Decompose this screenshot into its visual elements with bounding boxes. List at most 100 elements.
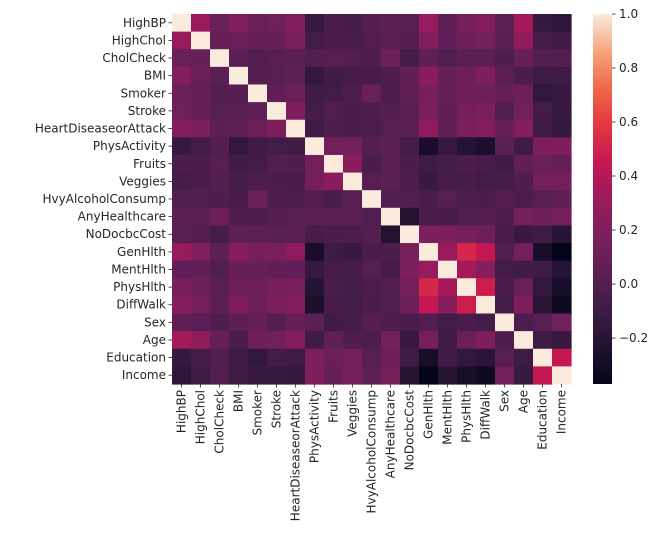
y-tick-label: HeartDiseaseorAttack	[35, 122, 166, 136]
heatmap-cell	[476, 31, 496, 50]
heatmap-cell	[248, 295, 268, 315]
heatmap-cell	[172, 366, 192, 385]
heatmap-cell	[286, 66, 306, 86]
heatmap-cell	[229, 49, 249, 68]
heatmap-cell	[343, 190, 363, 209]
heatmap-cell	[267, 278, 287, 297]
heatmap-cell	[324, 348, 344, 367]
x-tick-label: Fruits	[327, 390, 341, 423]
heatmap-cell	[476, 66, 496, 86]
heatmap-cell	[552, 84, 572, 103]
heatmap-cell	[476, 172, 496, 191]
heatmap-cell	[514, 243, 534, 262]
heatmap-cell	[514, 313, 534, 332]
heatmap-cell	[343, 260, 363, 279]
heatmap-cell	[286, 31, 306, 50]
heatmap-cell	[476, 331, 496, 350]
heatmap-cell	[495, 331, 515, 350]
heatmap-cell	[419, 14, 439, 33]
heatmap-cell	[267, 84, 287, 103]
heatmap-cell	[210, 295, 230, 315]
heatmap-cell	[457, 14, 477, 33]
heatmap-cell	[476, 190, 496, 209]
heatmap-cell	[476, 207, 496, 227]
x-tick-label: Smoker	[251, 390, 265, 436]
heatmap-cell	[191, 119, 211, 138]
heatmap-cell	[210, 119, 230, 138]
heatmap-cell	[248, 102, 268, 121]
heatmap-cell	[438, 14, 458, 33]
heatmap-cell	[514, 84, 534, 103]
heatmap-cell	[324, 66, 344, 86]
heatmap-cell	[286, 295, 306, 315]
heatmap-cell	[191, 31, 211, 50]
heatmap-cell	[191, 190, 211, 209]
heatmap-cell	[533, 154, 553, 174]
colorbar-tick-label: −0.2	[619, 331, 648, 345]
heatmap-cell	[400, 102, 420, 121]
heatmap-cell	[495, 119, 515, 138]
heatmap-cell	[419, 119, 439, 138]
heatmap-cell	[381, 313, 401, 332]
heatmap-cell	[210, 66, 230, 86]
heatmap-cell	[248, 66, 268, 86]
heatmap-cell	[343, 14, 363, 33]
heatmap-cell	[172, 119, 192, 138]
heatmap-cell	[419, 278, 439, 297]
heatmap-cell	[362, 313, 382, 332]
heatmap-cell	[305, 172, 325, 191]
x-tick-label: PhysHlth	[460, 390, 474, 443]
y-tick-label: CholCheck	[102, 51, 166, 65]
heatmap-cell	[172, 295, 192, 315]
heatmap-cell	[191, 66, 211, 86]
heatmap-cell	[400, 295, 420, 315]
heatmap-cell	[286, 260, 306, 279]
heatmap-cell	[400, 243, 420, 262]
heatmap-cell	[210, 14, 230, 33]
heatmap-cell	[267, 331, 287, 350]
heatmap-cell	[210, 225, 230, 244]
heatmap-cell	[286, 366, 306, 385]
heatmap-cell	[191, 313, 211, 332]
heatmap-cell	[438, 225, 458, 244]
heatmap-cell	[552, 207, 572, 227]
heatmap-cell	[552, 49, 572, 68]
heatmap-cell	[457, 137, 477, 156]
heatmap-cell	[362, 225, 382, 244]
heatmap-cell	[476, 84, 496, 103]
colorbar-tick-label: 0.2	[619, 223, 638, 237]
heatmap-cell	[381, 119, 401, 138]
heatmap-cell	[210, 102, 230, 121]
heatmap-cell	[419, 137, 439, 156]
heatmap-cell	[438, 331, 458, 350]
heatmap-cell	[400, 366, 420, 385]
colorbar-tick-label: 1.0	[619, 7, 638, 21]
heatmap-cell	[533, 119, 553, 138]
x-axis-tick-labels: HighBP HighChol CholCheck BMI Smoker Stroke He…	[175, 384, 569, 521]
heatmap-cell	[552, 260, 572, 279]
heatmap-cell	[552, 348, 572, 367]
heatmap-cell	[381, 172, 401, 191]
heatmap-cell	[514, 295, 534, 315]
heatmap-cell	[210, 207, 230, 227]
heatmap-cell	[324, 84, 344, 103]
heatmap-cell	[305, 225, 325, 244]
heatmap-cell	[457, 66, 477, 86]
heatmap-cell	[381, 278, 401, 297]
heatmap-cell	[286, 190, 306, 209]
heatmap-cell	[438, 295, 458, 315]
heatmap-cell	[191, 295, 211, 315]
heatmap-cell	[476, 119, 496, 138]
heatmap-cell	[476, 14, 496, 33]
heatmap-cell	[495, 14, 515, 33]
heatmap-cell	[438, 84, 458, 103]
heatmap-cell	[248, 31, 268, 50]
heatmap-cell	[248, 278, 268, 297]
heatmap-cell	[438, 207, 458, 227]
heatmap-cell	[286, 278, 306, 297]
heatmap-cell	[400, 313, 420, 332]
heatmap-cell	[267, 31, 287, 50]
heatmap-cell	[495, 260, 515, 279]
y-tick-label: HighBP	[123, 16, 166, 30]
